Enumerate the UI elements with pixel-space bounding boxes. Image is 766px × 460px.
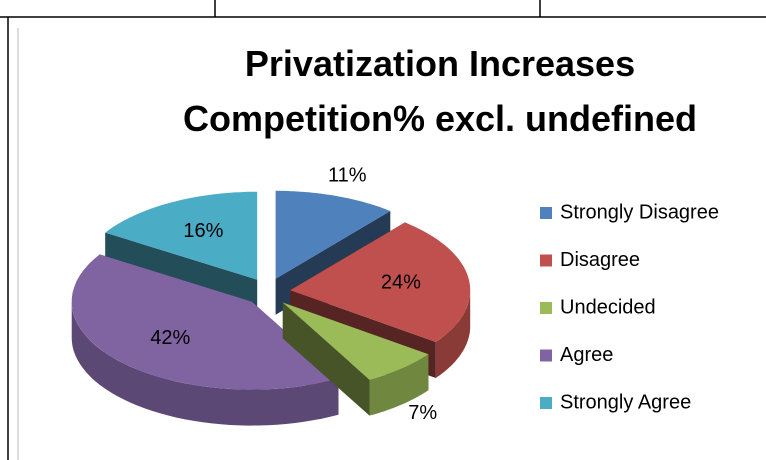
chart-title: Privatization Increases Competition% exc… bbox=[182, 43, 698, 139]
slice-wall bbox=[369, 354, 429, 416]
slice-wall bbox=[435, 290, 471, 378]
legend-swatch bbox=[540, 397, 552, 409]
slice-side bbox=[282, 302, 370, 416]
legend-label: Undecided bbox=[560, 296, 656, 318]
legend-label: Strongly Disagree bbox=[560, 201, 719, 223]
slice bbox=[282, 302, 429, 416]
slice-top bbox=[282, 302, 429, 380]
legend-label: Strongly Agree bbox=[560, 391, 691, 413]
slice-wall bbox=[71, 301, 339, 426]
legend-swatch bbox=[540, 254, 552, 267]
slice bbox=[71, 254, 339, 426]
slice-top bbox=[290, 222, 471, 342]
data-label: 24% bbox=[381, 272, 421, 294]
legend-label: Disagree bbox=[560, 249, 640, 271]
slice-top bbox=[275, 190, 391, 279]
legend-swatch bbox=[540, 302, 552, 314]
legend-label: Agree bbox=[560, 344, 613, 366]
data-label: 16% bbox=[183, 220, 223, 242]
data-label: 42% bbox=[150, 327, 190, 349]
slice-top bbox=[71, 254, 339, 390]
legend-swatch bbox=[540, 207, 552, 219]
data-label: 11% bbox=[328, 165, 367, 187]
data-label: 7% bbox=[408, 402, 437, 424]
legend-swatch bbox=[540, 349, 552, 362]
slice-top bbox=[105, 191, 258, 280]
